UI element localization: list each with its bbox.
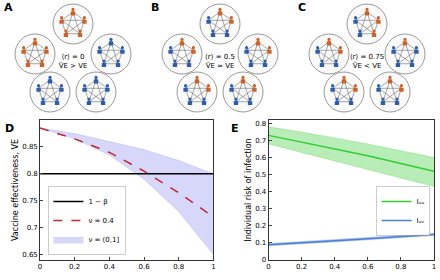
- svg-text:1: 1: [432, 263, 436, 271]
- svg-text:B: B: [151, 1, 159, 14]
- svg-text:0.85: 0.85: [22, 143, 38, 151]
- svg-text:0.8: 0.8: [395, 263, 406, 271]
- svg-text:V̂E > VE: V̂E > VE: [59, 61, 88, 70]
- svg-text:V̂E ≈ VE: V̂E ≈ VE: [206, 61, 235, 70]
- svg-text:⟨r⟩ = 0.5: ⟨r⟩ = 0.5: [205, 53, 235, 61]
- svg-text:ν = 0.4: ν = 0.4: [88, 217, 114, 225]
- svg-text:0: 0: [266, 263, 270, 271]
- svg-text:0.4: 0.4: [329, 263, 341, 271]
- svg-text:⟨r⟩ = 0.75: ⟨r⟩ = 0.75: [350, 53, 384, 61]
- svg-text:⟨r⟩ = 0: ⟨r⟩ = 0: [61, 53, 84, 61]
- svg-text:Iᵤᵤ: Iᵤᵤ: [417, 198, 425, 206]
- svg-text:1: 1: [211, 263, 215, 271]
- svg-text:0: 0: [262, 256, 266, 264]
- svg-text:0.6: 0.6: [255, 154, 267, 162]
- svg-text:1 − β: 1 − β: [88, 198, 107, 206]
- svg-text:0.8: 0.8: [173, 263, 184, 271]
- svg-text:E: E: [231, 122, 239, 135]
- svg-text:0.6: 0.6: [362, 263, 374, 271]
- svg-text:0.3: 0.3: [255, 205, 266, 213]
- svg-text:ν = (0,1]: ν = (0,1]: [88, 236, 119, 244]
- svg-text:C: C: [298, 1, 306, 14]
- svg-text:0.65: 0.65: [22, 251, 38, 259]
- svg-text:0.2: 0.2: [69, 263, 80, 271]
- svg-text:0.1: 0.1: [255, 239, 266, 247]
- svg-text:0.2: 0.2: [255, 222, 266, 230]
- svg-text:0.7: 0.7: [27, 224, 38, 232]
- svg-text:0.8: 0.8: [27, 170, 38, 178]
- svg-text:Individual risk of infection: Individual risk of infection: [244, 138, 253, 241]
- svg-text:0.4: 0.4: [255, 188, 267, 196]
- svg-text:Iᵤᵥ: Iᵤᵥ: [417, 217, 425, 225]
- svg-text:0.2: 0.2: [296, 263, 307, 271]
- svg-text:0.8: 0.8: [255, 120, 266, 128]
- svg-text:V̂E < VE: V̂E < VE: [353, 61, 382, 70]
- svg-text:0.4: 0.4: [104, 263, 116, 271]
- svg-text:0.75: 0.75: [22, 197, 38, 205]
- svg-text:D: D: [5, 122, 14, 135]
- svg-text:0.7: 0.7: [255, 137, 266, 145]
- svg-text:Vaccine effectiveness, VE: Vaccine effectiveness, VE: [11, 139, 20, 241]
- svg-text:A: A: [4, 1, 13, 14]
- svg-text:0.6: 0.6: [138, 263, 150, 271]
- svg-text:0.5: 0.5: [255, 171, 266, 179]
- svg-text:0: 0: [38, 263, 42, 271]
